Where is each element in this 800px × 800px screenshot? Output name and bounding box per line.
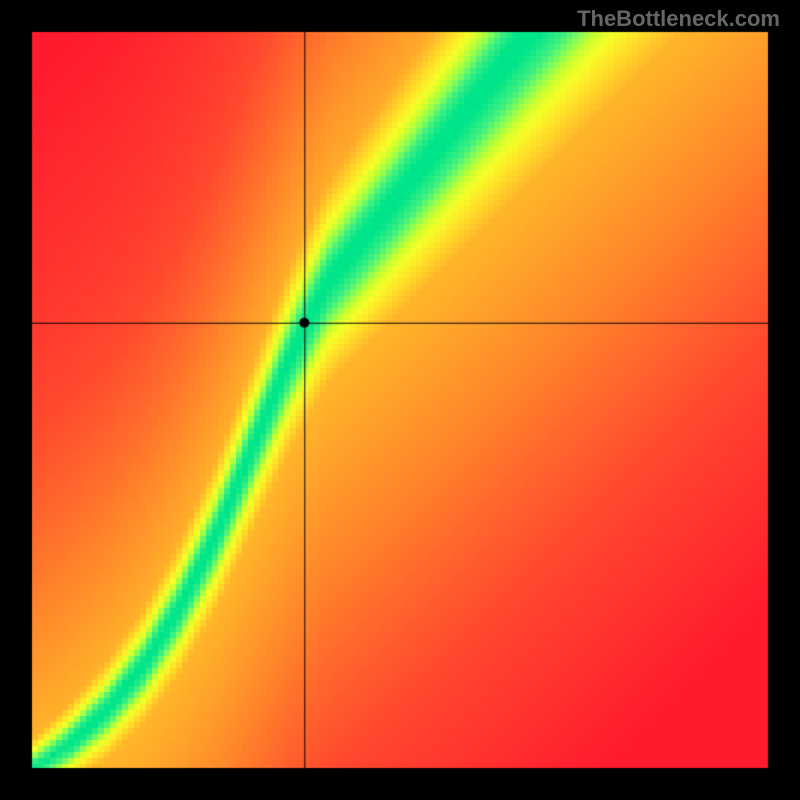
bottleneck-heatmap	[0, 0, 800, 800]
watermark-text: TheBottleneck.com	[577, 6, 780, 32]
